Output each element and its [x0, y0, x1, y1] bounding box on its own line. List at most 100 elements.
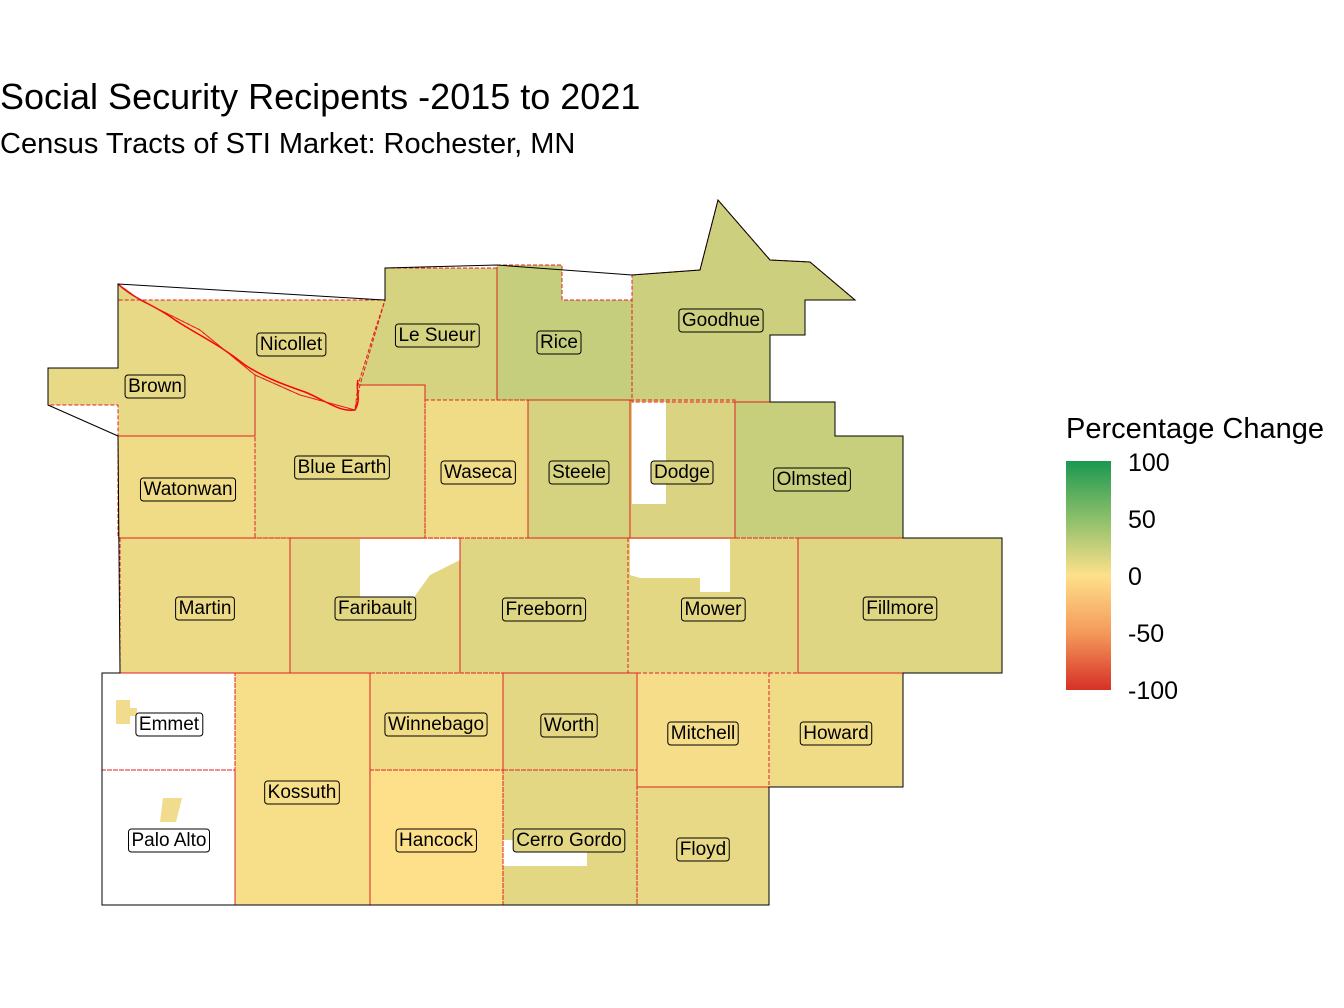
county-label-box — [676, 837, 730, 862]
county-label-text: Cerro Gordo — [516, 830, 622, 851]
map-title: Social Security Recipents -2015 to 2021 — [0, 76, 641, 117]
county-label-text: Watonwan — [143, 479, 232, 500]
county-label-box — [799, 721, 873, 746]
county-label: Palo Alto — [128, 828, 210, 853]
county-label-box — [678, 308, 764, 333]
county-label-text: Emmet — [139, 714, 200, 735]
county-label-box — [135, 712, 204, 737]
county-label: Rice — [536, 330, 582, 355]
county-label-box — [395, 828, 477, 853]
map-subtitle: Census Tracts of STI Market: Rochester, … — [0, 128, 576, 160]
county-label-text: Freeborn — [505, 599, 582, 620]
county-label-box — [334, 596, 417, 621]
county-label-text: Mitchell — [671, 723, 735, 744]
county-label-text: Brown — [128, 376, 182, 397]
county-label: Fillmore — [862, 596, 938, 621]
legend-tick-label: 0 — [1128, 563, 1142, 591]
no-data-area — [632, 402, 666, 504]
county-label-box — [548, 460, 610, 485]
county-label-box — [667, 721, 739, 746]
county-label-box — [384, 712, 488, 737]
legend-tick-label: 50 — [1128, 506, 1156, 534]
county-label: Waseca — [440, 460, 516, 485]
county-label-box — [124, 374, 186, 399]
market-outline — [47, 198, 1003, 906]
county-boundary — [502, 769, 638, 906]
county-label: Olmsted — [773, 467, 851, 492]
county-label: Mower — [680, 597, 746, 622]
county-label-text: Mower — [684, 599, 742, 620]
county-label: Goodhue — [678, 308, 764, 333]
county-label-text: Martin — [179, 598, 232, 619]
county-region[interactable] — [48, 284, 255, 436]
county-region[interactable] — [118, 284, 385, 410]
county-label-box — [394, 323, 480, 348]
county-boundary — [289, 537, 461, 674]
county-label-box — [128, 828, 210, 853]
tract-patch — [116, 700, 137, 724]
legend-tick-label: -100 — [1128, 677, 1179, 705]
county-boundary — [627, 537, 799, 674]
county-label-text: Hancock — [399, 830, 473, 851]
county-label-box — [650, 460, 714, 485]
no-data-area — [630, 539, 730, 592]
county-label-text: Olmsted — [777, 469, 848, 490]
county-boundary — [117, 283, 386, 411]
county-label-text: Nicollet — [260, 334, 323, 355]
county-label: Nicollet — [256, 332, 327, 357]
county-label: Winnebago — [384, 712, 488, 737]
county-label-box — [256, 332, 327, 357]
legend-color-bar — [1066, 461, 1111, 690]
county-label: Floyd — [676, 837, 730, 862]
county-label-text: Palo Alto — [132, 830, 207, 851]
county-label-text: Waseca — [444, 462, 512, 483]
county-label: Cerro Gordo — [512, 828, 626, 853]
county-label-text: Floyd — [680, 839, 726, 860]
county-label: Worth — [540, 713, 598, 738]
county-label-box — [440, 460, 516, 485]
county-label: Brown — [124, 374, 186, 399]
county-label-text: Le Sueur — [398, 325, 476, 346]
county-label-text: Worth — [544, 715, 594, 736]
county-label: Martin — [175, 596, 235, 621]
county-label-box — [139, 477, 237, 502]
county-label-text: Howard — [803, 723, 868, 744]
legend-tick-label: 100 — [1128, 449, 1170, 477]
county-label-box — [773, 467, 851, 492]
county-label: Emmet — [135, 712, 204, 737]
county-label: Hancock — [395, 828, 477, 853]
county-label: Mitchell — [667, 721, 739, 746]
county-label: Faribault — [334, 596, 417, 621]
county-label: Watonwan — [139, 477, 237, 502]
county-boundary — [117, 435, 256, 539]
county-label-box — [264, 780, 340, 805]
county-label-text: Winnebago — [388, 714, 484, 735]
county-label: Blue Earth — [294, 455, 390, 480]
county-label-text: Blue Earth — [298, 457, 387, 478]
tract-patch — [160, 798, 182, 822]
county-label: Kossuth — [264, 780, 340, 805]
county-label-box — [294, 455, 390, 480]
county-label: Le Sueur — [394, 323, 480, 348]
legend-tick-label: -50 — [1128, 620, 1165, 648]
county-label-box — [680, 597, 746, 622]
county-label-box — [501, 597, 587, 622]
county-label: Howard — [799, 721, 873, 746]
county-label-text: Goodhue — [682, 310, 760, 331]
county-label-box — [540, 713, 598, 738]
county-label-text: Rice — [540, 332, 578, 353]
county-label: Steele — [548, 460, 610, 485]
county-label-text: Kossuth — [268, 782, 337, 803]
county-label-text: Steele — [552, 462, 606, 483]
county-region[interactable] — [632, 200, 855, 402]
county-label-text: Fillmore — [866, 598, 934, 619]
county-label: Freeborn — [501, 597, 587, 622]
county-label-text: Faribault — [338, 598, 413, 619]
county-label: Dodge — [650, 460, 714, 485]
no-data-area — [360, 539, 460, 600]
county-label-text: Dodge — [654, 462, 710, 483]
county-label-box — [536, 330, 582, 355]
legend-title: Percentage Change — [1066, 413, 1324, 445]
county-label-box — [512, 828, 626, 853]
